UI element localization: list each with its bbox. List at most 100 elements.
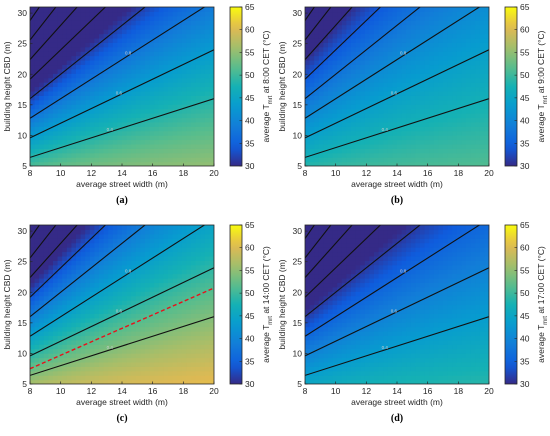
heat-cell (332, 278, 338, 284)
heat-cell (71, 322, 77, 328)
heat-cell (48, 73, 54, 79)
heat-cell (346, 29, 352, 35)
heat-cell (177, 308, 183, 314)
heat-cell (39, 379, 45, 384)
heat-cell (466, 121, 472, 127)
heat-cell (94, 247, 100, 253)
heat-cell (337, 152, 343, 158)
heat-cell (145, 379, 151, 384)
heat-cell (479, 55, 485, 61)
heat-cell (30, 46, 36, 52)
heat-cell (433, 95, 439, 101)
heat-cell (135, 339, 141, 345)
heat-cell (337, 95, 343, 101)
heat-cell (168, 121, 174, 127)
heat-cell (195, 300, 201, 306)
heat-cell (76, 148, 82, 154)
heat-cell (158, 20, 164, 26)
heat-cell (181, 322, 187, 328)
heat-cell (305, 269, 311, 275)
heat-cell (89, 99, 95, 105)
heat-cell (85, 86, 91, 92)
heat-cell (318, 46, 324, 52)
heat-cell (360, 51, 366, 57)
heat-cell (360, 161, 366, 166)
heat-cell (337, 353, 343, 359)
heat-cell (39, 286, 45, 292)
heat-cell (318, 148, 324, 154)
heat-cell (323, 286, 329, 292)
heat-cell (401, 126, 407, 132)
heat-cell (447, 77, 453, 83)
heat-cell (177, 375, 183, 381)
heat-cell (186, 135, 192, 141)
heat-cell (99, 64, 105, 70)
heat-cell (200, 161, 206, 166)
heat-cell (117, 130, 123, 136)
heat-cell (332, 286, 338, 292)
heat-cell (470, 77, 476, 83)
heat-cell (149, 86, 155, 92)
heat-cell (479, 29, 485, 35)
heat-cell (420, 37, 426, 43)
heat-cell (204, 33, 210, 39)
heat-cell (470, 99, 476, 105)
heat-cell (181, 238, 187, 244)
heat-cell (484, 152, 489, 158)
heat-cell (145, 264, 151, 270)
heat-cell (318, 331, 324, 337)
heat-cell (360, 242, 366, 248)
heat-cell (34, 117, 40, 123)
heat-cell (145, 161, 151, 166)
heat-cell (346, 255, 352, 261)
colorbar-tick-label: 65 (520, 2, 530, 12)
heat-cell (355, 113, 361, 119)
heat-cell (346, 82, 352, 88)
heat-cell (195, 269, 201, 275)
heat-cell (475, 148, 481, 154)
heat-cell (131, 353, 137, 359)
heat-cell (433, 161, 439, 166)
heat-cell (209, 366, 214, 372)
heat-cell (126, 51, 132, 57)
heat-cell (135, 366, 141, 372)
heat-cell (392, 60, 398, 66)
heat-cell (131, 51, 137, 57)
heat-cell (305, 143, 311, 149)
heat-cell (360, 335, 366, 341)
heat-cell (346, 335, 352, 341)
heat-cell (89, 308, 95, 314)
heat-cell (71, 15, 77, 21)
heat-cell (53, 242, 59, 248)
heat-cell (383, 73, 389, 79)
heat-cell (43, 73, 49, 79)
heat-cell (145, 86, 151, 92)
heat-cell (332, 29, 338, 35)
heat-cell (420, 139, 426, 145)
heat-cell (48, 77, 54, 83)
heat-cell (387, 73, 393, 79)
heat-cell (89, 108, 95, 114)
heat-cell (154, 291, 160, 297)
heat-cell (200, 90, 206, 96)
heat-cell (122, 264, 128, 270)
heat-cell (80, 238, 86, 244)
heat-cell (484, 148, 489, 154)
heat-cell (89, 29, 95, 35)
heat-cell (172, 7, 178, 13)
heat-cell (122, 7, 128, 13)
heat-cell (80, 29, 86, 35)
heat-cell (149, 238, 155, 244)
heat-cell (48, 7, 54, 13)
heat-cell (200, 282, 206, 288)
heat-cell (195, 379, 201, 384)
heat-cell (181, 247, 187, 253)
heat-cell (181, 77, 187, 83)
heat-cell (80, 264, 86, 270)
heat-cell (318, 295, 324, 301)
heat-cell (94, 104, 100, 110)
heat-cell (328, 361, 334, 367)
heat-cell (94, 95, 100, 101)
heat-cell (94, 15, 100, 21)
heat-cell (479, 90, 485, 96)
